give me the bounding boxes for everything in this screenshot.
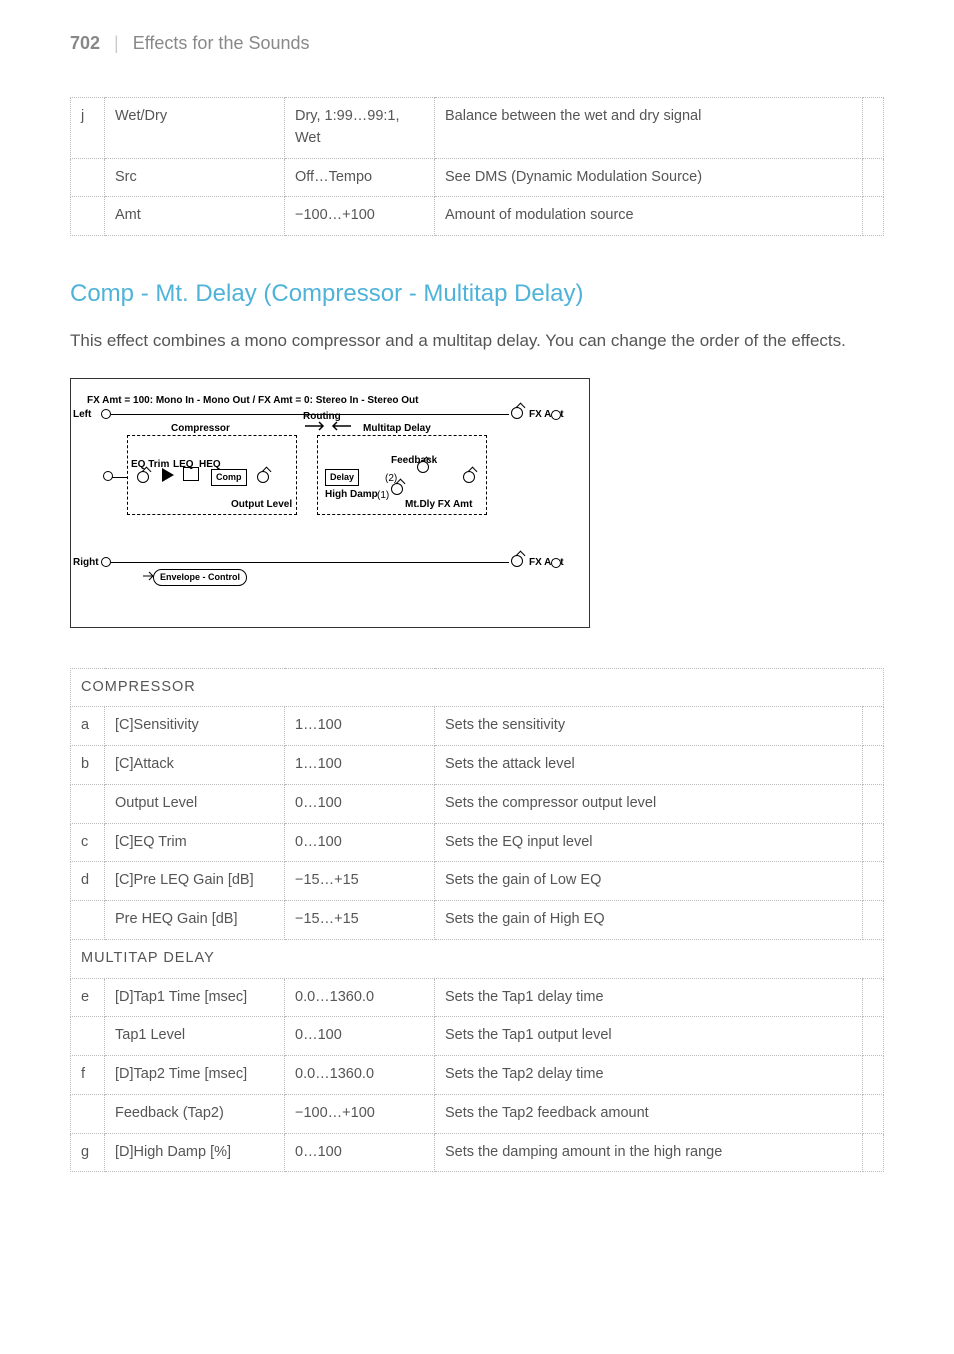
table-row: b[C]Attack1…100Sets the attack level — [71, 746, 884, 785]
fxamt-right-knob — [511, 555, 523, 567]
row-tail — [863, 98, 884, 159]
header-sep: | — [114, 30, 119, 57]
param-range: Dry, 1:99…99:1, Wet — [285, 98, 435, 159]
wetdry-table: j Wet/Dry Dry, 1:99…99:1, Wet Balance be… — [70, 97, 884, 236]
label-multitap: Multitap Delay — [363, 421, 431, 436]
feedback-knob — [417, 461, 429, 473]
label-highdamp: High Damp — [325, 487, 378, 502]
input-right-port — [101, 557, 111, 567]
table-row: Src Off…Tempo See DMS (Dynamic Modulatio… — [71, 158, 884, 197]
table-row: Tap1 Level0…100Sets the Tap1 output leve… — [71, 1017, 884, 1056]
param-desc: Balance between the wet and dry signal — [435, 98, 863, 159]
label-n1: (1) — [377, 488, 389, 503]
table-row: Amt −100…+100 Amount of modulation sourc… — [71, 197, 884, 236]
effect-title: Comp - Mt. Delay (Compressor - Multitap … — [70, 276, 884, 312]
table-row: c[C]EQ Trim0…100Sets the EQ input level — [71, 823, 884, 862]
param-name: Wet/Dry — [105, 98, 285, 159]
table-row: g[D]High Damp [%]0…100Sets the damping a… — [71, 1133, 884, 1172]
table-row: f[D]Tap2 Time [msec]0.0…1360.0Sets the T… — [71, 1056, 884, 1095]
output-left-port — [551, 410, 561, 420]
table-row: Feedback (Tap2)−100…+100Sets the Tap2 fe… — [71, 1094, 884, 1133]
envelope-box: Envelope - Control — [153, 569, 247, 587]
table-row: e[D]Tap1 Time [msec]0.0…1360.0Sets the T… — [71, 978, 884, 1017]
leq-block — [162, 468, 174, 482]
section-multitap: MULTITAP DELAY — [71, 939, 884, 978]
param-table: COMPRESSOR a[C]Sensitivity1…100Sets the … — [70, 668, 884, 1173]
label-right: Right — [73, 555, 99, 570]
envelope-arrow-icon — [143, 571, 155, 581]
effect-intro: This effect combines a mono compressor a… — [70, 328, 884, 354]
routing-icon — [303, 419, 353, 433]
label-compressor: Compressor — [171, 421, 230, 436]
sum-node — [103, 471, 113, 481]
section-compressor: COMPRESSOR — [71, 668, 884, 707]
label-mtdly: Mt.Dly FX Amt — [405, 497, 472, 512]
table-row: Pre HEQ Gain [dB]−15…+15Sets the gain of… — [71, 901, 884, 940]
label-output-level: Output Level — [231, 497, 292, 512]
output-level-knob — [257, 471, 269, 483]
table-row: d[C]Pre LEQ Gain [dB]−15…+15Sets the gai… — [71, 862, 884, 901]
table-row: Output Level0…100Sets the compressor out… — [71, 784, 884, 823]
eqtrim-knob — [137, 471, 149, 483]
label-n2: (2) — [385, 471, 397, 486]
delay-box: Delay — [325, 469, 359, 487]
heq-block — [183, 467, 199, 481]
label-left: Left — [73, 407, 91, 422]
input-left-port — [101, 409, 111, 419]
table-row: a[C]Sensitivity1…100Sets the sensitivity — [71, 707, 884, 746]
comp-box: Comp — [211, 469, 247, 487]
table-row: j Wet/Dry Dry, 1:99…99:1, Wet Balance be… — [71, 98, 884, 159]
mtdly-knob — [463, 471, 475, 483]
row-label: j — [71, 98, 105, 159]
page-number: 702 — [70, 30, 100, 57]
section-row: MULTITAP DELAY — [71, 939, 884, 978]
page-header: 702 | Effects for the Sounds — [70, 30, 884, 57]
section-row: COMPRESSOR — [71, 668, 884, 707]
signal-flow-diagram: FX Amt = 100: Mono In - Mono Out / FX Am… — [70, 378, 590, 628]
diagram-title: FX Amt = 100: Mono In - Mono Out / FX Am… — [87, 393, 573, 408]
fxamt-left-knob — [511, 407, 523, 419]
section-title: Effects for the Sounds — [133, 30, 310, 57]
output-right-port — [551, 558, 561, 568]
